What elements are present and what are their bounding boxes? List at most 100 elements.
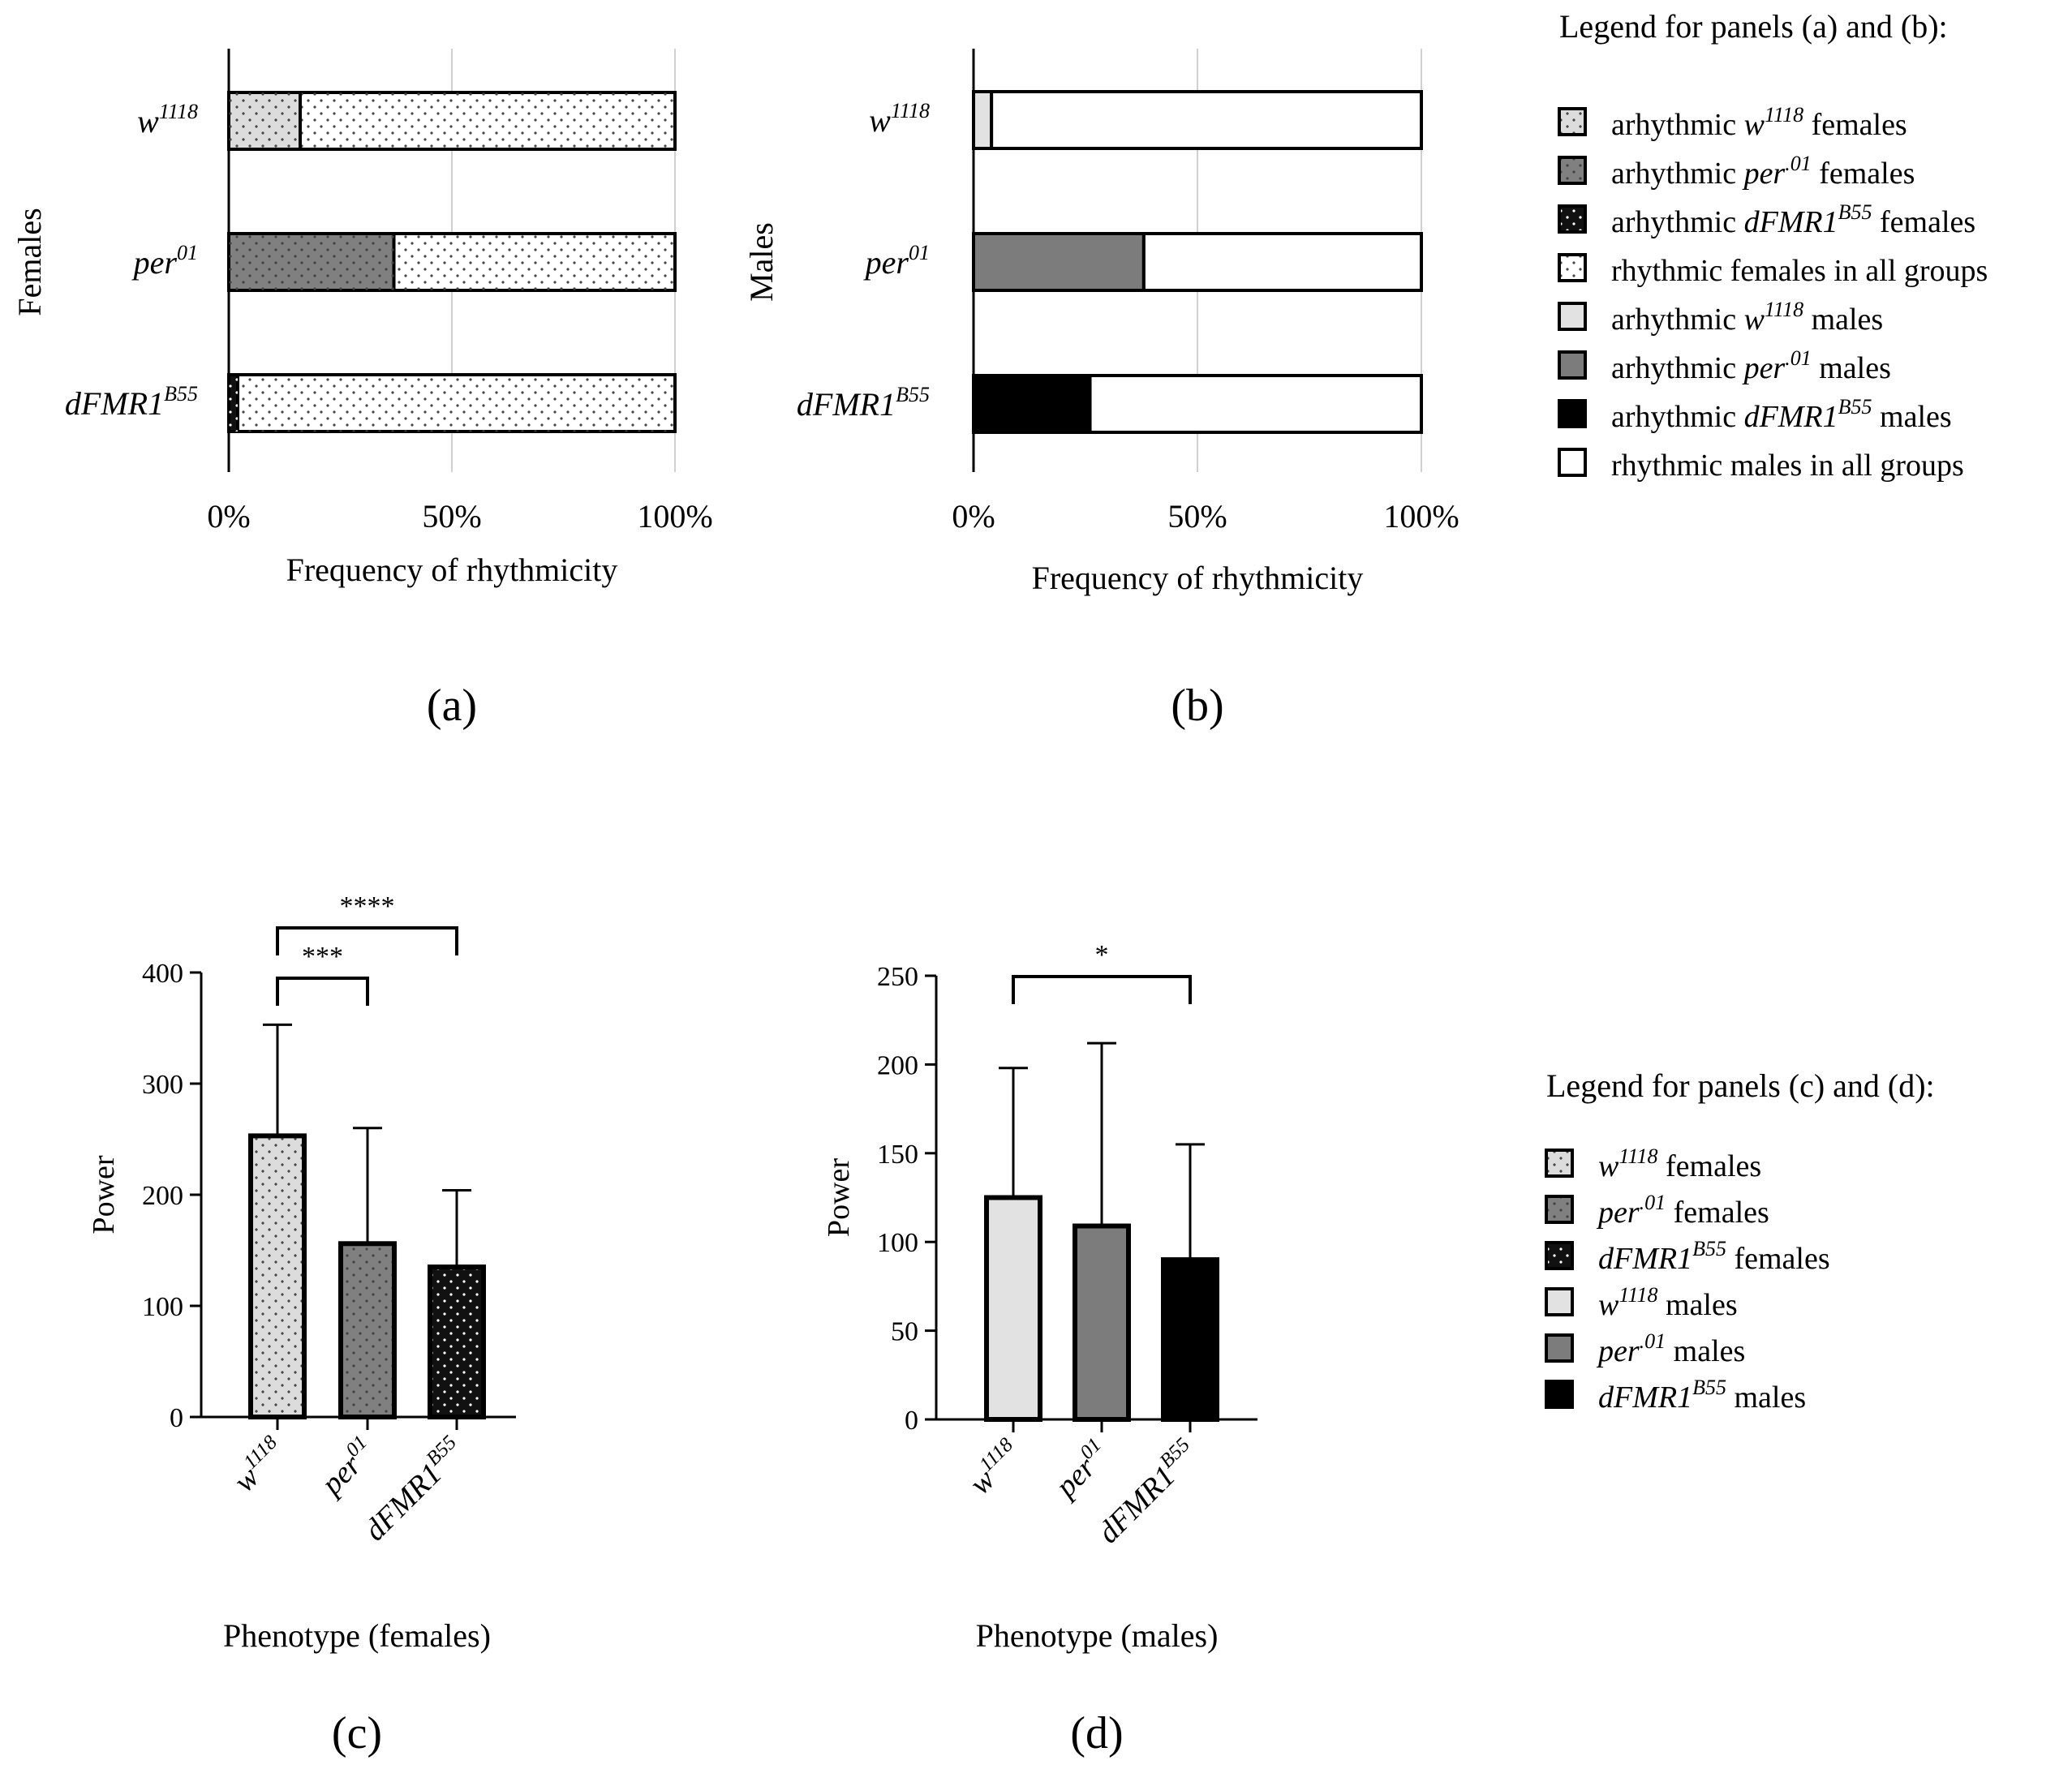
category-label: dFMR1B55 bbox=[355, 1432, 471, 1548]
significance-label: **** bbox=[340, 891, 395, 921]
legend-label: arhythmic w1118 females bbox=[1611, 103, 1907, 142]
legend-swatch-dots bbox=[1561, 208, 1584, 230]
x-tick-label: 50% bbox=[422, 498, 481, 535]
bar-arrhythmic bbox=[972, 374, 1092, 434]
y-tick-label: 50 bbox=[891, 1317, 918, 1347]
x-tick-label: 50% bbox=[1167, 498, 1227, 535]
bar-arrhythmic-dots bbox=[229, 92, 300, 149]
panel-label: (d) bbox=[1070, 1708, 1123, 1758]
y-tick-label: 0 bbox=[905, 1406, 918, 1436]
legend-label: rhythmic females in all groups bbox=[1611, 254, 1988, 288]
bar-rhythmic-dots bbox=[393, 234, 675, 290]
panel-label: (b) bbox=[1171, 681, 1223, 731]
bar-rhythmic bbox=[990, 90, 1423, 150]
legend-label: arhythmic per.01 males bbox=[1611, 346, 1891, 385]
bar bbox=[1161, 1257, 1219, 1422]
panel-b-chart: 0% 50% 100% w1118 per01 dFMR1B55 Frequency of … bbox=[743, 49, 1459, 731]
legend-label: dFMR1B55 females bbox=[1598, 1237, 1830, 1276]
legend-swatch bbox=[1545, 1380, 1574, 1409]
legend-swatch bbox=[1558, 399, 1587, 428]
significance-bracket bbox=[1012, 975, 1192, 1004]
category-label: w1118 bbox=[961, 1433, 1029, 1501]
significance-label: *** bbox=[302, 942, 343, 972]
x-tick-label: 0% bbox=[952, 498, 995, 535]
legend-label: arhythmic per.01 females bbox=[1611, 152, 1915, 191]
legend-title: Legend for panels (c) and (d): bbox=[1546, 1067, 1935, 1104]
x-axis-title: Phenotype (females) bbox=[223, 1617, 491, 1654]
y-tick-label: 300 bbox=[142, 1070, 183, 1100]
x-tick-label: 100% bbox=[1383, 498, 1459, 535]
y-tick-label: 400 bbox=[142, 959, 183, 989]
legend-label: w1118 females bbox=[1598, 1144, 1761, 1183]
x-tick-label: 0% bbox=[207, 498, 250, 535]
y-axis-title: Power bbox=[822, 1158, 856, 1237]
y-axis-title: Power bbox=[87, 1155, 121, 1234]
bar-rhythmic bbox=[1088, 374, 1424, 434]
legend-swatch-dots bbox=[1561, 110, 1584, 133]
category-label: dFMR1B55 bbox=[1089, 1434, 1205, 1550]
bar-dots bbox=[343, 1246, 392, 1415]
bar-rhythmic-dots bbox=[238, 375, 675, 432]
category-label: dFMR1B55 bbox=[797, 383, 930, 423]
legend-label: arhythmic w1118 males bbox=[1611, 298, 1883, 337]
legend-panels-c-d: Legend for panels (c) and (d): w1118 fema… bbox=[1545, 1067, 1935, 1415]
legend-label: arhythmic dFMR1B55 females bbox=[1611, 200, 1975, 239]
legend-title: Legend for panels (a) and (b): bbox=[1559, 8, 1948, 45]
x-axis-title: Phenotype (males) bbox=[976, 1617, 1219, 1654]
legend-swatch-dots bbox=[1548, 1152, 1571, 1174]
bar-rhythmic-dots bbox=[300, 92, 675, 149]
category-label: w1118 bbox=[225, 1431, 293, 1499]
category-label: w1118 bbox=[137, 100, 198, 140]
y-tick-label: 150 bbox=[877, 1140, 918, 1170]
legend-swatch-dots bbox=[1561, 159, 1584, 182]
legend-swatch bbox=[1545, 1287, 1574, 1316]
legend-label: rhythmic males in all groups bbox=[1611, 449, 1964, 483]
legend-label: dFMR1B55 males bbox=[1598, 1376, 1806, 1415]
y-axis-title: Males bbox=[743, 222, 780, 302]
category-label: dFMR1B55 bbox=[65, 382, 198, 422]
panel-label: (a) bbox=[427, 681, 477, 731]
y-tick-label: 0 bbox=[170, 1403, 183, 1433]
panel-a-chart: 0% 50% 100% w1118 per01 dFMR1B55 Frequency of … bbox=[11, 49, 713, 731]
legend-label: arhythmic dFMR1B55 males bbox=[1611, 395, 1952, 434]
bar-arrhythmic-dots bbox=[229, 375, 238, 432]
category-label: w1118 bbox=[869, 99, 930, 139]
category-label: per01 bbox=[311, 1432, 382, 1503]
y-tick-label: 250 bbox=[877, 962, 918, 992]
legend-swatch-dots bbox=[1561, 256, 1584, 279]
bar-arrhythmic bbox=[972, 90, 994, 150]
x-tick-label: 100% bbox=[637, 498, 712, 535]
bar bbox=[984, 1195, 1042, 1422]
legend-swatch-dots bbox=[1548, 1244, 1571, 1267]
bar-arrhythmic-dots bbox=[229, 234, 394, 290]
legend-label: w1118 males bbox=[1598, 1283, 1738, 1322]
legend-swatch bbox=[1558, 448, 1587, 477]
category-label: per01 bbox=[131, 241, 198, 281]
y-tick-label: 100 bbox=[877, 1228, 918, 1258]
x-axis-title: Frequency of rhythmicity bbox=[1032, 560, 1364, 596]
legend-label: per.01 males bbox=[1596, 1329, 1745, 1368]
significance-bracket bbox=[276, 926, 458, 955]
panel-label: (c) bbox=[332, 1708, 382, 1758]
significance-label: * bbox=[1095, 940, 1109, 970]
y-tick-label: 200 bbox=[877, 1050, 918, 1080]
y-tick-label: 100 bbox=[142, 1292, 183, 1322]
bar-rhythmic bbox=[1141, 232, 1423, 292]
legend-label: per.01 females bbox=[1596, 1191, 1769, 1230]
legend-swatch bbox=[1558, 302, 1587, 331]
bar-dots bbox=[253, 1138, 302, 1415]
legend-swatch bbox=[1545, 1333, 1574, 1363]
legend-swatch-dots bbox=[1548, 1198, 1571, 1221]
bar-dots bbox=[432, 1269, 481, 1415]
y-axis-title: Females bbox=[11, 208, 48, 316]
bar-arrhythmic bbox=[972, 232, 1146, 292]
x-axis-title: Frequency of rhythmicity bbox=[286, 552, 618, 588]
bar bbox=[1073, 1223, 1131, 1423]
category-label: per01 bbox=[1045, 1434, 1116, 1505]
significance-bracket bbox=[276, 977, 369, 1006]
category-label: per01 bbox=[863, 241, 930, 281]
legend-swatch bbox=[1558, 350, 1587, 380]
